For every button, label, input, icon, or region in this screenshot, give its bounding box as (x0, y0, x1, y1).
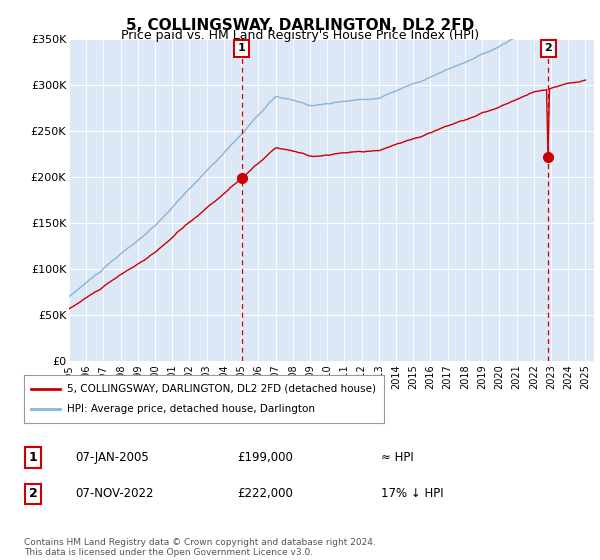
Text: ≈ HPI: ≈ HPI (381, 451, 414, 464)
Text: 07-NOV-2022: 07-NOV-2022 (75, 487, 154, 501)
Text: 07-JAN-2005: 07-JAN-2005 (75, 451, 149, 464)
Text: £222,000: £222,000 (237, 487, 293, 501)
Text: HPI: Average price, detached house, Darlington: HPI: Average price, detached house, Darl… (67, 404, 315, 414)
Text: Contains HM Land Registry data © Crown copyright and database right 2024.
This d: Contains HM Land Registry data © Crown c… (24, 538, 376, 557)
Text: 5, COLLINGSWAY, DARLINGTON, DL2 2FD: 5, COLLINGSWAY, DARLINGTON, DL2 2FD (126, 18, 474, 33)
Text: 2: 2 (545, 44, 552, 53)
Text: 17% ↓ HPI: 17% ↓ HPI (381, 487, 443, 501)
Text: £199,000: £199,000 (237, 451, 293, 464)
Text: 2: 2 (29, 487, 37, 501)
Text: 1: 1 (238, 44, 245, 53)
Text: 5, COLLINGSWAY, DARLINGTON, DL2 2FD (detached house): 5, COLLINGSWAY, DARLINGTON, DL2 2FD (det… (67, 384, 376, 394)
Text: 1: 1 (29, 451, 37, 464)
Text: Price paid vs. HM Land Registry's House Price Index (HPI): Price paid vs. HM Land Registry's House … (121, 29, 479, 42)
